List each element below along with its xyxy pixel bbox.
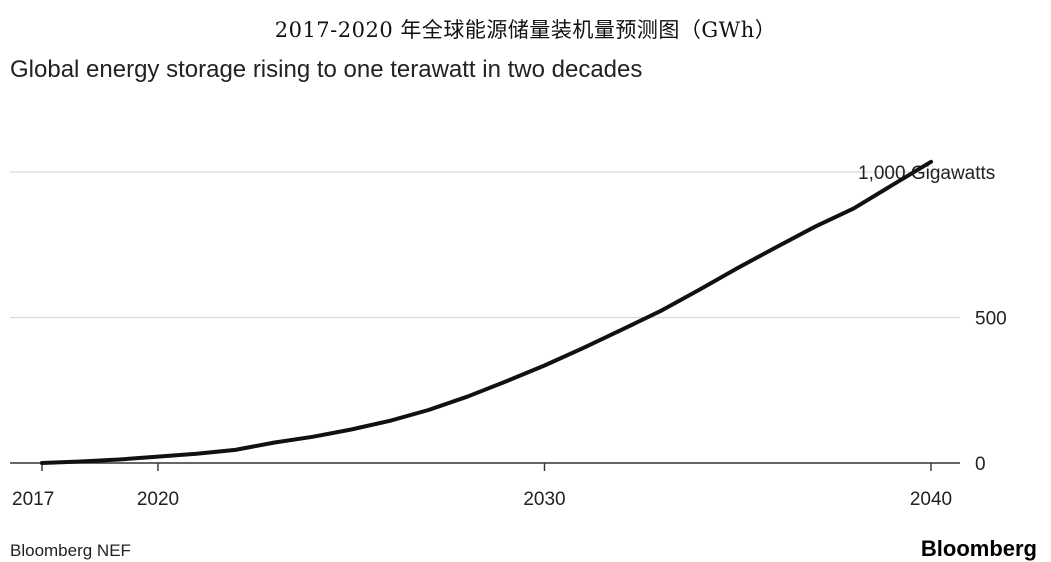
y-tick-label: 0 (975, 454, 986, 475)
y-tick-label: 500 (975, 309, 1007, 330)
chart-title-cn: 2017-2020 年全球能源储量装机量预测图（GWh） (274, 18, 777, 42)
source-label: Bloomberg NEF (10, 541, 131, 560)
y-tick-label: 1,000 Gigawatts (858, 163, 995, 184)
x-tick-label: 2040 (910, 489, 952, 510)
series-line (40, 159, 933, 465)
x-tick-label: 2017 (12, 489, 54, 510)
x-tick-label: 2030 (523, 489, 565, 510)
brand-logo: Bloomberg (920, 536, 1037, 561)
x-tick-label: 2020 (137, 489, 179, 510)
chart-subtitle: Global energy storage rising to one tera… (10, 56, 643, 83)
